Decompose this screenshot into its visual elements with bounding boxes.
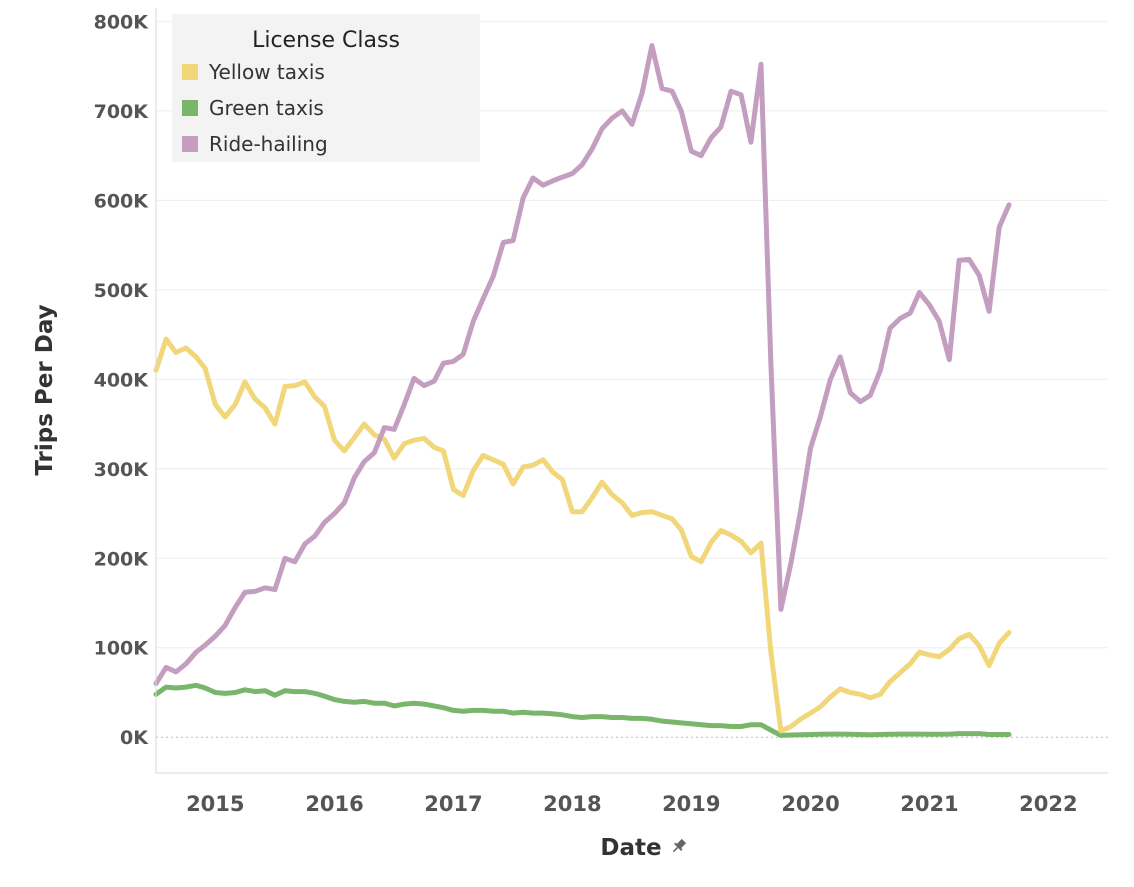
legend-swatch [182, 100, 198, 116]
x-axis-ticks: 2015 2016 2017 2018 2019 2020 2021 2022 [186, 792, 1078, 816]
y-axis-ticks: 0K 100K 200K 300K 400K 500K 600K 700K 800K [94, 11, 150, 749]
x-axis-title: Date [600, 835, 661, 861]
series-line-yellow-taxis [153, 336, 1012, 734]
legend-swatch [182, 64, 198, 80]
gridlines [156, 20, 1108, 738]
y-tick-label: 300K [94, 459, 150, 481]
y-tick-label: 400K [94, 369, 150, 391]
legend: License Class Yellow taxis Green taxis Rid… [172, 14, 480, 162]
legend-label: Green taxis [209, 96, 324, 120]
series-line-ride-hailing [153, 43, 1012, 686]
x-tick-label: 2021 [900, 792, 958, 816]
y-tick-label: 0K [120, 727, 149, 749]
y-tick-label: 800K [94, 11, 150, 33]
legend-label: Ride-hailing [209, 132, 328, 156]
y-tick-label: 700K [94, 101, 150, 123]
legend-items: Yellow taxis Green taxis Ride-hailing [182, 60, 328, 156]
x-tick-label: 2018 [543, 792, 601, 816]
y-axis-title: Trips Per Day [32, 304, 58, 475]
legend-title: License Class [252, 28, 400, 53]
pin-icon[interactable] [670, 838, 688, 856]
x-tick-label: 2020 [781, 792, 839, 816]
x-tick-label: 2022 [1019, 792, 1077, 816]
y-tick-label: 600K [94, 190, 150, 212]
x-tick-label: 2017 [424, 792, 482, 816]
series-line-green-taxis [153, 682, 1012, 738]
series-lines [153, 43, 1012, 738]
legend-label: Yellow taxis [208, 60, 325, 84]
x-tick-label: 2015 [186, 792, 244, 816]
x-axis-title-group: Date [600, 835, 687, 861]
legend-background [172, 14, 480, 162]
legend-swatch [182, 136, 198, 152]
y-tick-label: 100K [94, 638, 150, 660]
y-tick-label: 200K [94, 548, 150, 570]
x-tick-label: 2016 [305, 792, 363, 816]
x-tick-label: 2019 [662, 792, 720, 816]
y-tick-label: 500K [94, 280, 150, 302]
